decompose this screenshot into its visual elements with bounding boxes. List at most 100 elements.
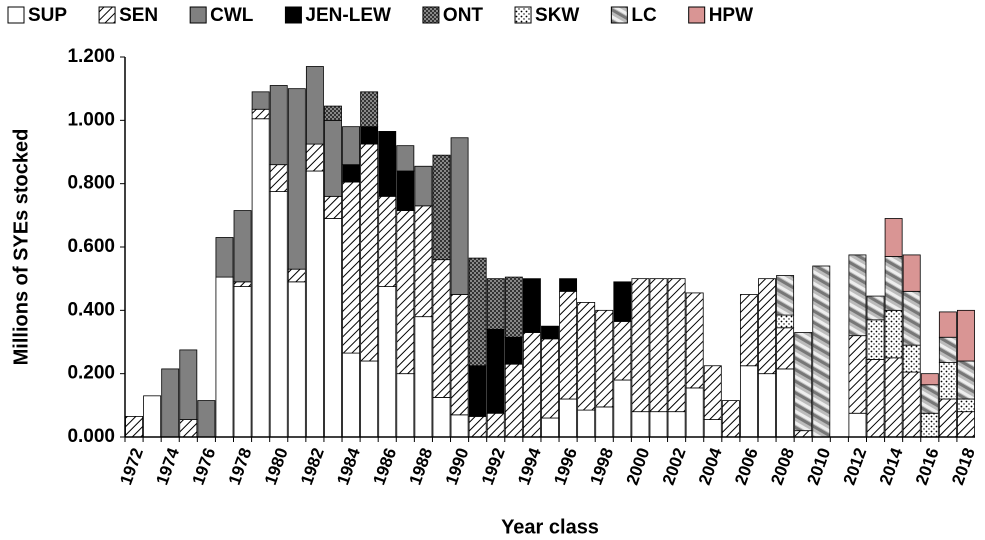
legend-label: SUP [28, 5, 67, 26]
bar-segment [269, 85, 288, 166]
bar-segment [957, 309, 975, 362]
bar-segment [649, 278, 668, 413]
bar-segment [251, 118, 270, 438]
bar-segment [468, 257, 487, 367]
bar-segment [396, 373, 415, 438]
bar-segment [522, 278, 541, 333]
bar-segment [342, 126, 361, 166]
bar-segment [902, 290, 921, 346]
legend-label: SEN [119, 5, 158, 26]
bar-segment [957, 411, 975, 438]
bar-segment [468, 416, 487, 438]
bar-segment [305, 66, 324, 145]
legend-swatch [688, 6, 706, 24]
bar-segment [504, 363, 523, 438]
x-tick-label: 2004 [695, 445, 726, 488]
bar-segment [233, 281, 252, 287]
bar-segment [486, 328, 505, 414]
x-tick-label: 1984 [333, 445, 364, 488]
y-tick-label: 0.000 [67, 426, 115, 447]
x-tick-label: 2016 [912, 445, 943, 487]
bar-segment [541, 325, 559, 340]
bar-segment [378, 195, 397, 287]
bar-segment [143, 395, 162, 438]
bar-segment [378, 131, 397, 197]
bar-segment [667, 278, 686, 413]
x-tick-label: 1990 [442, 445, 473, 487]
bar-segment [685, 387, 704, 438]
bar-segment [957, 398, 975, 413]
bar-segment [414, 205, 433, 318]
bar-segment [758, 373, 776, 438]
bar-segment [884, 309, 903, 359]
legend-label: CWL [210, 5, 254, 26]
x-tick-label: 1974 [152, 445, 183, 488]
bar-segment [324, 119, 342, 197]
y-tick-label: 0.400 [67, 299, 115, 320]
legend-swatch [610, 6, 628, 24]
y-tick-label: 1.200 [67, 46, 115, 67]
bar-segment [450, 137, 469, 295]
bar-segment [504, 336, 523, 365]
x-tick-label: 2000 [623, 445, 654, 487]
bar-segment [776, 368, 795, 438]
bar-segment [360, 360, 379, 438]
legend-swatch [284, 6, 302, 24]
bar-segment [739, 365, 758, 438]
x-axis-title: Year class [501, 516, 599, 538]
x-tick-label: 1998 [586, 445, 617, 487]
x-tick-label: 1978 [225, 445, 256, 487]
bar-segment [161, 368, 180, 438]
bar-segment [703, 419, 722, 438]
bar-segment [342, 352, 361, 438]
bar-segment [613, 321, 632, 381]
bar-segment [866, 359, 885, 438]
bar-segment [631, 411, 650, 438]
bar-segment [902, 344, 921, 373]
bar-segment [559, 290, 578, 400]
bar-segment [631, 278, 650, 413]
bar-segment [577, 409, 596, 438]
bar-segment [703, 365, 722, 420]
bar-segment [504, 276, 523, 338]
bar-segment [920, 384, 939, 414]
bar-segment [866, 319, 885, 360]
bar-segment [649, 411, 668, 438]
bar-segment [957, 360, 975, 400]
bar-segment [269, 164, 288, 192]
bar-segment [920, 412, 939, 438]
bar-segment [721, 400, 740, 438]
x-tick-label: 1986 [369, 445, 400, 487]
bar-segment [251, 91, 270, 110]
bar-segment [305, 143, 324, 172]
x-tick-label: 1976 [189, 445, 220, 487]
x-tick-label: 2012 [840, 445, 871, 487]
x-tick-label: 1992 [478, 445, 509, 487]
x-tick-label: 2014 [876, 445, 907, 488]
bar-segment [305, 170, 324, 438]
x-tick-label: 2006 [731, 445, 762, 487]
legend-swatch [98, 6, 116, 24]
bar-segment [396, 145, 415, 172]
bar-segment [360, 91, 379, 128]
bar-segment [577, 302, 596, 411]
bar-segment [287, 88, 306, 270]
bar-segment [287, 281, 306, 438]
bar-segment [486, 278, 505, 330]
bar-segment [776, 275, 795, 316]
bar-segment [360, 143, 379, 362]
bar-segment [613, 281, 632, 322]
x-tick-label: 1996 [550, 445, 581, 487]
bar-segment [414, 316, 433, 438]
y-tick-label: 1.000 [67, 109, 115, 130]
y-tick-label: 0.600 [67, 236, 115, 257]
bar-segment [233, 210, 252, 283]
legend-swatch [189, 6, 207, 24]
bar-segment [251, 108, 270, 120]
bar-segment [595, 406, 614, 438]
bar-segment [812, 265, 831, 438]
bar-segment [215, 276, 234, 438]
bar-segment [287, 268, 306, 283]
bar-segment [613, 379, 632, 438]
bar-segment [920, 373, 939, 386]
